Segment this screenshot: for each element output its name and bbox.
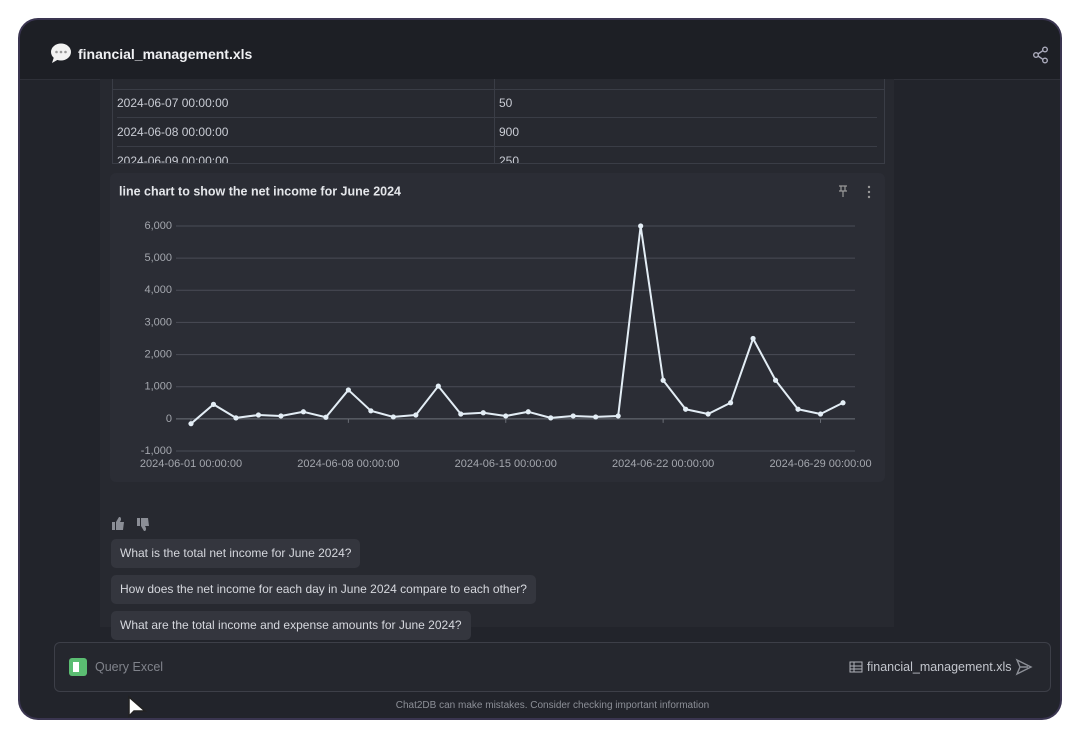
data-table: 2024-06-07 00:00:00 50 2024-06-08 00:00:… [112, 79, 885, 164]
header: financial_management.xls [20, 20, 1060, 80]
x-tick-label: 2024-06-08 00:00:00 [297, 458, 399, 470]
point [548, 415, 554, 421]
point [683, 406, 689, 412]
thumb-up[interactable] [112, 517, 124, 530]
y-tick-label: 2,000 [144, 348, 172, 360]
point [705, 411, 711, 417]
y-tick-label: -1,000 [141, 445, 172, 457]
x-tick-label: 2024-06-22 00:00:00 [612, 458, 714, 470]
suggestion[interactable]: What are the total income and expense am… [111, 611, 471, 640]
point [435, 383, 441, 389]
y-tick-label: 5,000 [144, 252, 172, 264]
window: financial_management.xls 2024-06-07 00:0… [20, 20, 1060, 718]
point [593, 414, 599, 420]
suggestion[interactable]: What is the total net income for June 20… [111, 539, 361, 568]
point [727, 400, 734, 406]
cursor [128, 695, 147, 718]
y-tick-label: 0 [166, 413, 172, 425]
point [210, 401, 217, 407]
cell: 2024-06-07 00:00:00 [117, 89, 877, 118]
point [660, 377, 666, 383]
y-tick-label: 1,000 [144, 381, 172, 393]
placeholder: Query Excel [95, 660, 164, 674]
point [795, 406, 801, 412]
pin-button[interactable] [839, 185, 847, 197]
point [188, 421, 194, 427]
point [413, 412, 419, 418]
chart-title: line chart to show the net income for Ju… [119, 184, 401, 198]
file-chip[interactable]: financial_management.xls [867, 660, 1012, 674]
point [345, 387, 351, 393]
line [190, 225, 844, 425]
excel-icon [69, 658, 87, 676]
point [390, 414, 396, 420]
cell: 50 [499, 96, 513, 110]
cell: 2024-06-08 00:00:00 [117, 118, 877, 147]
point [480, 410, 486, 416]
y-tick-label: 3,000 [144, 316, 172, 328]
point [840, 400, 846, 406]
share-button[interactable] [1032, 46, 1050, 64]
point [772, 377, 779, 383]
point [233, 415, 239, 421]
y-tick-label: 4,000 [144, 284, 172, 296]
feedback [112, 517, 149, 531]
query-input[interactable]: Query Excel financial_management.xls [54, 642, 1051, 692]
suggestion[interactable]: How does the net income for each day in … [111, 575, 536, 604]
file-title: financial_management.xls [78, 46, 253, 62]
disclaimer: Chat2DB can make mistakes. Consider chec… [395, 700, 710, 711]
point [368, 408, 374, 414]
more-button[interactable] [867, 185, 871, 199]
chat-icon [51, 43, 71, 63]
point [503, 413, 509, 419]
point [278, 413, 284, 419]
point [615, 413, 621, 419]
x-tick-label: 2024-06-01 00:00:00 [140, 458, 242, 470]
table-icon [849, 661, 863, 673]
point [817, 411, 824, 417]
x-tick-label: 2024-06-15 00:00:00 [455, 458, 557, 470]
point [750, 335, 756, 342]
point [255, 412, 262, 418]
point [570, 413, 576, 419]
thumb-down[interactable] [137, 518, 149, 531]
chart: line chart to show the net income for Ju… [110, 173, 885, 482]
y-tick-label: 6,000 [144, 220, 172, 232]
cell: 2024-06-09 00:00:00 [117, 154, 229, 164]
point [525, 409, 531, 415]
point [300, 409, 307, 415]
cell: 900 [499, 125, 520, 139]
point [458, 411, 464, 417]
point [638, 223, 644, 229]
conversation: 2024-06-07 00:00:00 50 2024-06-08 00:00:… [100, 79, 894, 640]
cell: 250 [499, 154, 520, 164]
x-tick-label: 2024-06-29 00:00:00 [769, 458, 871, 470]
send-button[interactable] [1015, 658, 1033, 676]
point [323, 414, 329, 420]
